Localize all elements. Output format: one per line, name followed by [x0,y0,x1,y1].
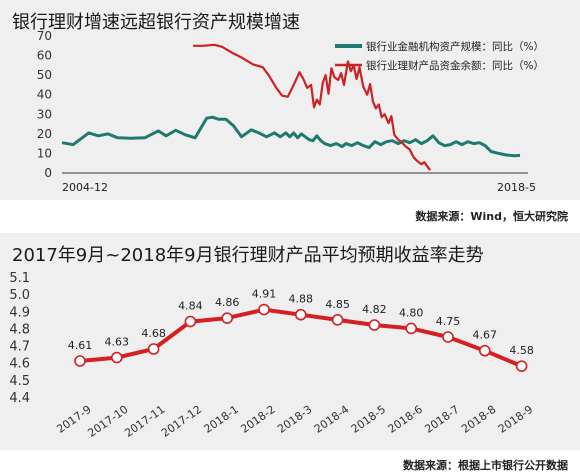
y-tick-label: 4.5 [9,374,30,389]
y-tick-label: 4.6 [9,357,30,372]
x-tick-label: 2004-12 [62,181,108,194]
y-tick-label: 70 [37,29,52,43]
chart-title: 2017年9月~2018年9月银行理财产品平均预期收益率走势 [12,245,484,266]
x-tick-label: 2018-9 [496,403,535,436]
x-tick-label: 2018-3 [275,403,314,436]
x-tick-label: 2017-10 [85,403,130,440]
asset-growth-chart: 0 10 20 30 40 50 60 70 2004-12 2018-5 银行业金融机构资产规模：… [37,29,544,194]
y-tick-label: 4.8 [9,322,30,337]
data-point-marker [515,360,528,372]
legend-label: 银行业金融机构资产规模：同比（%） [366,40,544,53]
x-tick-label: 2018-2 [238,403,277,436]
data-label: 4.88 [289,293,314,306]
data-point-marker [258,303,270,316]
x-tick-label: 2018-5 [497,181,536,194]
data-label: 4.84 [178,300,203,313]
data-point-marker [74,355,86,367]
x-tick-label: 2017-11 [122,403,167,440]
data-point-marker [331,314,344,326]
data-label: 4.86 [215,296,240,309]
data-label: 4.80 [399,306,424,319]
source-note: 数据来源：Wind，恒大研究院 [415,210,568,223]
data-label: 4.67 [473,329,498,342]
chart-panel-yield-trend: 2017年9月~2018年9月银行理财产品平均预期收益率走势 4.4 4.5 4.6… [0,233,580,450]
data-label: 4.75 [436,315,461,328]
data-point-marker [147,343,160,355]
y-tick-label: 4.9 [9,305,30,320]
y-tick-label: 10 [37,146,52,160]
data-point-marker [442,331,454,343]
data-point-marker [294,308,307,321]
x-tick-label: 2018-8 [459,403,498,436]
yield-trend-chart: 4.4 4.5 4.6 4.7 4.8 4.9 5.0 5.1 4.61 4.63 4.68 4.84… [9,271,535,440]
y-tick-label: 20 [37,127,52,141]
data-label: 4.82 [362,303,387,316]
source-note: 数据来源：根据上市银行公开数据 [403,459,568,472]
chart-panel-asset-growth: 银行理财增速远超银行资产规模增速 0 10 20 30 40 50 60 70 2004-12 2… [0,0,580,200]
data-label: 4.58 [509,344,534,357]
x-tick-label: 2018-5 [349,403,388,436]
data-point-marker [478,344,491,357]
y-tick-label: 5.1 [9,271,30,286]
y-tick-label: 0 [44,166,52,180]
data-point-marker [111,351,123,364]
y-tick-label: 30 [37,107,52,121]
data-point-marker [221,312,233,324]
data-point-marker [368,319,381,331]
y-tick-label: 50 [37,68,52,82]
data-label: 4.85 [325,298,350,311]
data-label: 4.63 [105,336,130,349]
chart-title: 银行理财增速远超银行资产规模增速 [12,12,300,33]
data-label: 4.61 [68,339,93,352]
series-line-2 [193,43,431,171]
y-tick-label: 5.0 [9,288,30,303]
y-tick-label: 4.7 [9,340,30,355]
y-tick-label: 4.4 [9,391,30,406]
x-tick-label: 2018-6 [386,403,425,436]
y-tick-label: 60 [37,49,52,63]
y-tick-label: 40 [37,88,52,102]
legend-label: 银行业理财产品资金余额：同比（%） [366,59,544,72]
x-tick-label: 2017-12 [159,403,204,440]
data-label: 4.91 [252,288,277,301]
x-tick-label: 2018-1 [202,403,241,436]
data-point-marker [405,322,418,335]
x-tick-label: 2018-7 [422,403,461,436]
data-label: 4.68 [141,327,166,340]
series-line-1 [61,115,521,158]
data-point-marker [184,315,197,328]
x-tick-label: 2018-4 [312,403,351,436]
